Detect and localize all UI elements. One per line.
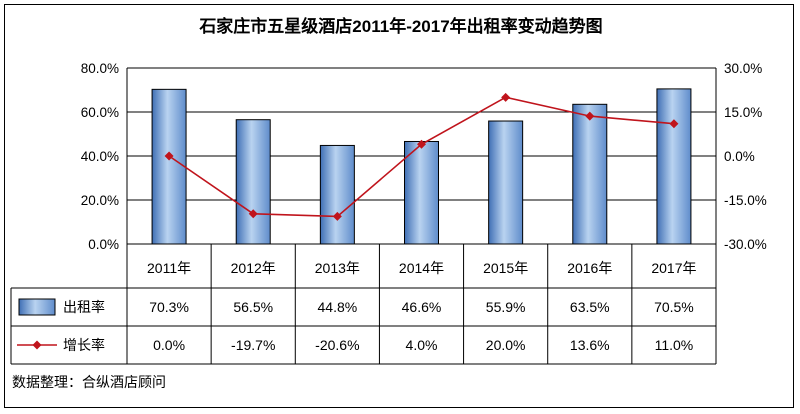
left-axis-tick: 40.0% xyxy=(81,149,119,164)
right-axis-tick: -30.0% xyxy=(724,237,767,252)
data-label-growth: 4.0% xyxy=(406,337,438,353)
bar xyxy=(404,140,439,245)
category-label: 2012年 xyxy=(231,260,276,276)
legend-label-occupancy: 出租率 xyxy=(63,299,105,315)
category-label: 2017年 xyxy=(651,260,696,276)
bar xyxy=(656,88,692,245)
right-axis-tick: -15.0% xyxy=(724,193,767,208)
category-label: 2015年 xyxy=(483,260,528,276)
chart-frame: 石家庄市五星级酒店2011年-2017年出租率变动趋势图 0.0% 20.0% 40… xyxy=(4,4,794,408)
category-label: 2011年 xyxy=(147,260,191,276)
left-axis-tick: 60.0% xyxy=(81,105,119,120)
plot-area: 0.0% 20.0% 40.0% 60.0% 80.0% -30.0% -15.0% 0.0%… xyxy=(81,61,767,252)
growth-marker xyxy=(501,92,511,102)
data-label-growth: 0.0% xyxy=(153,337,185,353)
data-label-growth: 11.0% xyxy=(655,337,694,353)
data-label-occupancy: 70.5% xyxy=(654,299,694,315)
data-label-growth: -19.7% xyxy=(231,337,275,353)
bar xyxy=(151,88,187,245)
growth-marker xyxy=(417,139,426,149)
growth-marker xyxy=(585,111,595,121)
source-note: 数据整理：合纵酒店顾问 xyxy=(12,374,166,390)
legend-line-marker xyxy=(32,340,42,350)
legend-label-growth: 增长率 xyxy=(63,337,105,353)
data-label-occupancy: 46.6% xyxy=(402,299,442,315)
growth-marker xyxy=(332,211,342,221)
category-label: 2016年 xyxy=(567,260,612,276)
growth-marker xyxy=(248,209,258,219)
legend-bar-swatch xyxy=(18,298,56,316)
chart-title: 石家庄市五星级酒店2011年-2017年出租率变动趋势图 xyxy=(198,16,602,36)
bar xyxy=(572,103,608,245)
data-label-occupancy: 56.5% xyxy=(233,299,273,315)
right-axis-tick: 0.0% xyxy=(724,149,755,164)
data-table: 2011年 2012年 2013年 2014年 2015年 2016年 2017年出租率 70… xyxy=(10,243,717,365)
left-axis-tick: 20.0% xyxy=(81,193,119,208)
data-label-growth: 13.6% xyxy=(570,337,610,353)
bar xyxy=(488,120,524,245)
category-label: 2013年 xyxy=(315,260,360,276)
right-axis-tick: 15.0% xyxy=(724,105,762,120)
data-label-growth: -20.6% xyxy=(315,337,359,353)
left-axis-tick: 0.0% xyxy=(88,237,119,252)
left-axis-tick: 80.0% xyxy=(81,61,119,76)
category-label: 2014年 xyxy=(399,260,444,276)
growth-marker xyxy=(669,119,679,129)
data-label-growth: 20.0% xyxy=(486,337,526,353)
chart-canvas: 石家庄市五星级酒店2011年-2017年出租率变动趋势图 0.0% 20.0% 40… xyxy=(10,16,767,390)
data-label-occupancy: 44.8% xyxy=(318,299,358,315)
data-label-occupancy: 55.9% xyxy=(486,299,526,315)
growth-marker xyxy=(164,151,174,161)
right-axis-tick: 30.0% xyxy=(724,61,762,76)
data-label-occupancy: 70.3% xyxy=(149,299,189,315)
data-label-occupancy: 63.5% xyxy=(570,299,610,315)
bar xyxy=(235,119,271,245)
bar xyxy=(319,144,355,245)
